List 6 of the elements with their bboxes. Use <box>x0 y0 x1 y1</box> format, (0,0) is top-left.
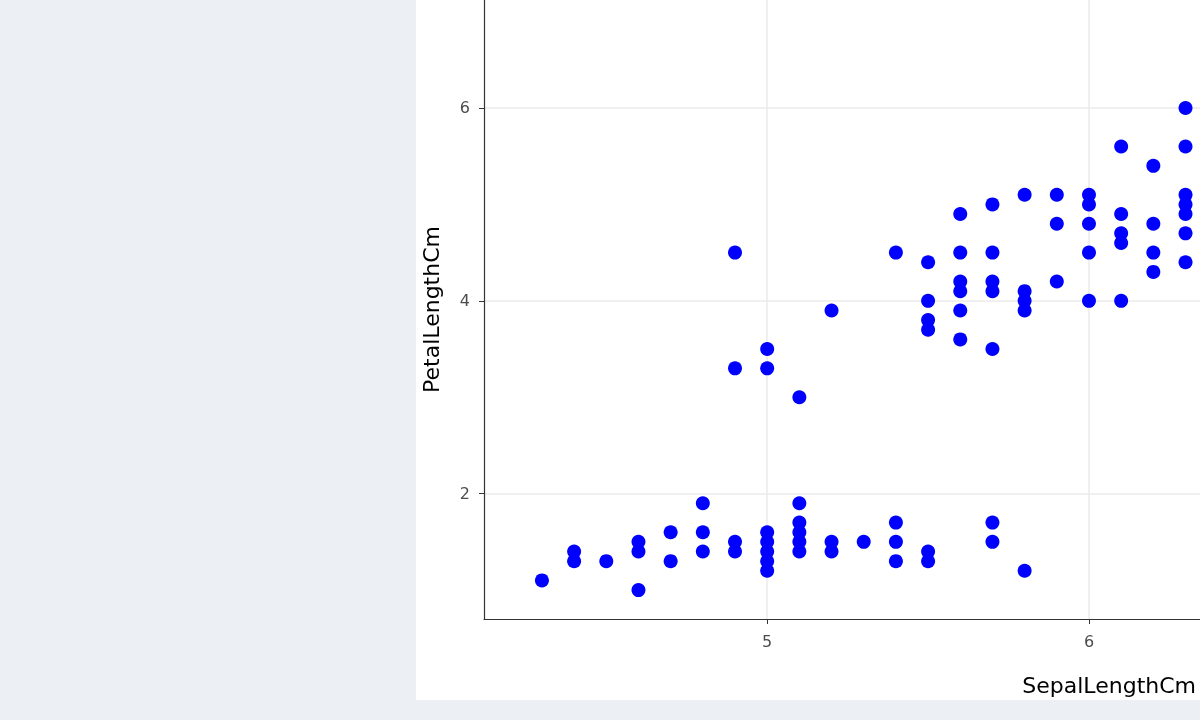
y-axis-title: PetalLengthCm <box>418 226 444 393</box>
y-tick-label: 2 <box>459 484 470 504</box>
x-tick-label: 5 <box>762 631 773 651</box>
y-tick-label: 6 <box>459 98 470 118</box>
x-axis-title: SepalLengthCm <box>1022 672 1196 698</box>
y-tick-label: 4 <box>459 291 470 311</box>
